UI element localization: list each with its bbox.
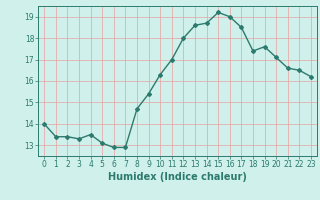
X-axis label: Humidex (Indice chaleur): Humidex (Indice chaleur) — [108, 172, 247, 182]
